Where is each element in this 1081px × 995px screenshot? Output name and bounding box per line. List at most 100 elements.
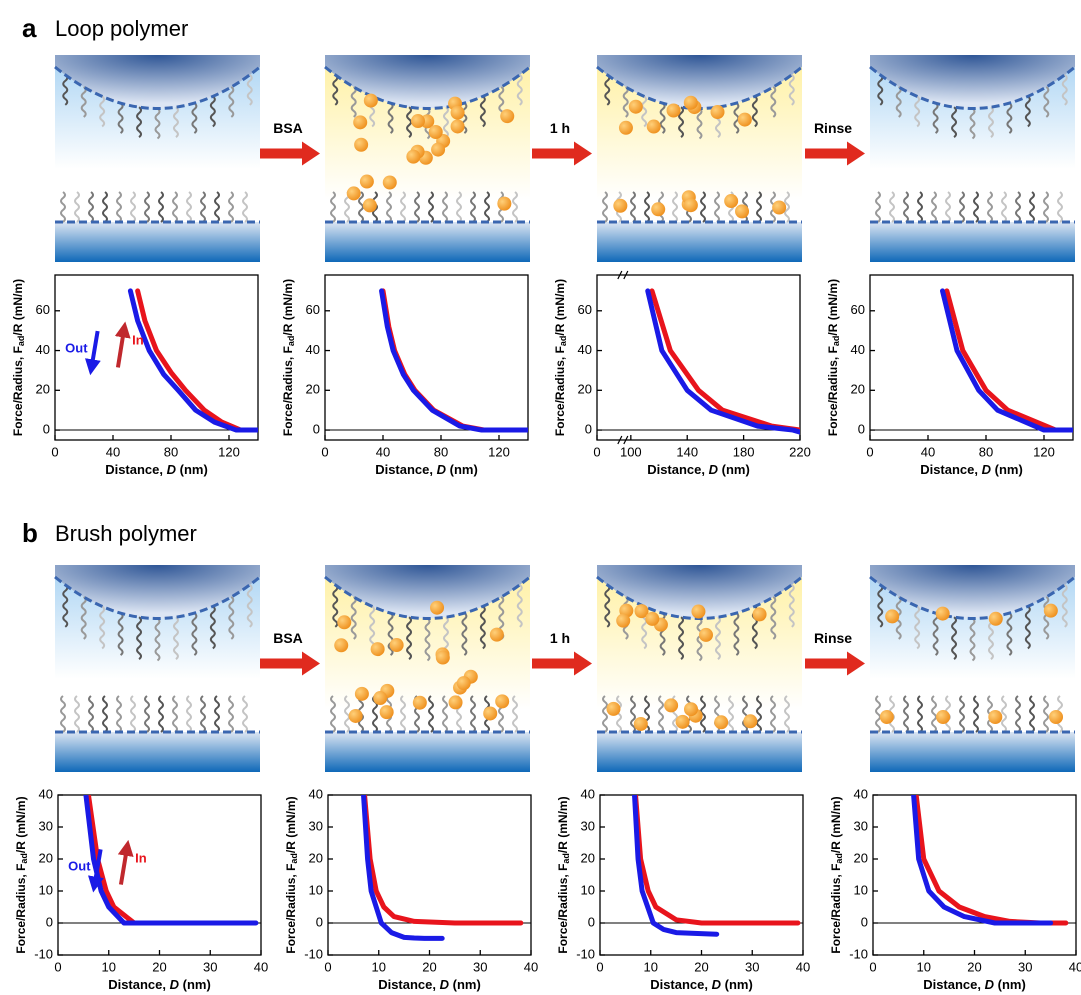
bsa-particle (348, 708, 363, 723)
y-tick-label: 60 (36, 302, 50, 317)
x-axis-label-part: D (170, 977, 180, 992)
y-tick-label: -10 (576, 946, 595, 961)
x-tick-label: 20 (694, 959, 708, 974)
polymer-chain (889, 191, 895, 223)
plot-frame (599, 794, 804, 956)
x-tick-label: 120 (1033, 444, 1055, 459)
bsa-particle (606, 701, 621, 716)
step-arrow (260, 651, 320, 676)
data-line (379, 288, 528, 433)
y-axis-label-part: Force/Radius, F (11, 346, 25, 436)
x-tick-label: 40 (376, 444, 390, 459)
polymer-chain (969, 617, 976, 662)
polymer-chain (406, 106, 413, 138)
bsa-particle (346, 186, 361, 201)
x-tick-label: 100 (620, 444, 642, 459)
polymer-chain (784, 191, 790, 223)
polymer-chain (700, 695, 706, 733)
polymer-chain (330, 191, 336, 223)
probe-sphere (870, 55, 1075, 109)
polymer-chain (350, 86, 357, 118)
bsa-particle (645, 611, 660, 626)
bsa-particle (500, 109, 515, 124)
y-axis-label-part: Force/Radius, F (553, 346, 567, 436)
bsa-particle (616, 613, 631, 628)
polymer-chain (209, 95, 216, 128)
polymer-chain (332, 74, 339, 106)
bsa-particle (935, 606, 950, 621)
x-axis-label-part: D (167, 462, 177, 477)
polymer-chain (1043, 86, 1050, 118)
polymer-chain (672, 191, 678, 223)
x-axis-label: Distance, D (nm) (108, 977, 211, 992)
y-axis-label: Force/Radius, Fad/R (mN/m) (284, 796, 299, 953)
annotation: Out (65, 341, 88, 356)
step-label: 1 h (550, 630, 570, 646)
bsa-particle (359, 174, 374, 189)
polymer-chain (484, 191, 490, 223)
x-axis-label-part: D (440, 977, 450, 992)
polymer-chain (88, 191, 94, 223)
y-tick-label: 0 (585, 421, 592, 436)
bsa-particle (772, 200, 787, 215)
bsa-particle (1049, 710, 1064, 724)
polymer-chain (1024, 605, 1031, 650)
polymer-chain (136, 106, 143, 138)
x-tick-label: 0 (321, 444, 328, 459)
bsa-particle (988, 710, 1003, 724)
bsa-particle (354, 137, 369, 152)
x-tick-label: 20 (422, 959, 436, 974)
polymer-chain (875, 191, 881, 223)
polymer-chain (630, 191, 636, 223)
y-tick-label: 20 (854, 850, 868, 865)
bsa-particle (885, 609, 900, 624)
y-tick-label: 30 (854, 818, 868, 833)
polymer-chain (903, 191, 909, 223)
y-axis-label-part: ad (561, 853, 571, 864)
polymer-chain (516, 584, 523, 628)
surface-line (869, 65, 1076, 110)
polymer-chain (350, 596, 357, 640)
x-axis-label-part: Distance, (108, 977, 169, 992)
x-tick-label: 140 (676, 444, 698, 459)
bsa-particle (651, 202, 666, 217)
x-axis-label: Distance, D (nm) (375, 462, 478, 477)
polymer-chain (1006, 612, 1013, 656)
plot-frame (596, 274, 801, 441)
polymer-chain (917, 695, 923, 733)
y-tick-label: 60 (306, 302, 320, 317)
y-axis-label-part: Force/Radius, F (556, 864, 570, 954)
polymer-chain (470, 191, 476, 223)
polymer-chain (386, 191, 392, 223)
probe-sphere (597, 55, 802, 109)
x-axis-label: Distance, D (nm) (105, 462, 208, 477)
bsa-particle (675, 714, 690, 729)
y-axis-label-part: /R (mN/m) (826, 279, 840, 336)
x-axis-label-part: Distance, (920, 462, 981, 477)
polymer-chain (602, 695, 608, 733)
y-axis-label-part: ad (831, 336, 841, 347)
y-axis-label: Force/Radius, Fad/R (mN/m) (11, 279, 26, 436)
polymer-chain (914, 95, 921, 128)
x-tick-label: 30 (203, 959, 217, 974)
bsa-particle (337, 615, 352, 630)
bsa-particle (724, 194, 739, 209)
polymer-chain (102, 191, 108, 223)
polymer-chain (784, 695, 790, 733)
polymer-chain (369, 605, 376, 650)
polymer-chain (756, 695, 762, 733)
polymer-chain (186, 191, 192, 223)
polymer-chain (658, 695, 664, 733)
polymer-chain (74, 695, 80, 733)
polymer-chain (788, 584, 795, 628)
polymer-chain (932, 612, 939, 656)
polymer-chain (987, 106, 994, 138)
polymer-chain (616, 695, 622, 733)
y-tick-label: -10 (849, 946, 868, 961)
x-tick-label: 10 (644, 959, 658, 974)
surface-line (869, 575, 1076, 620)
polymer-chain (875, 695, 881, 733)
polymer-chain (372, 191, 378, 223)
panel-label: a (22, 13, 37, 43)
